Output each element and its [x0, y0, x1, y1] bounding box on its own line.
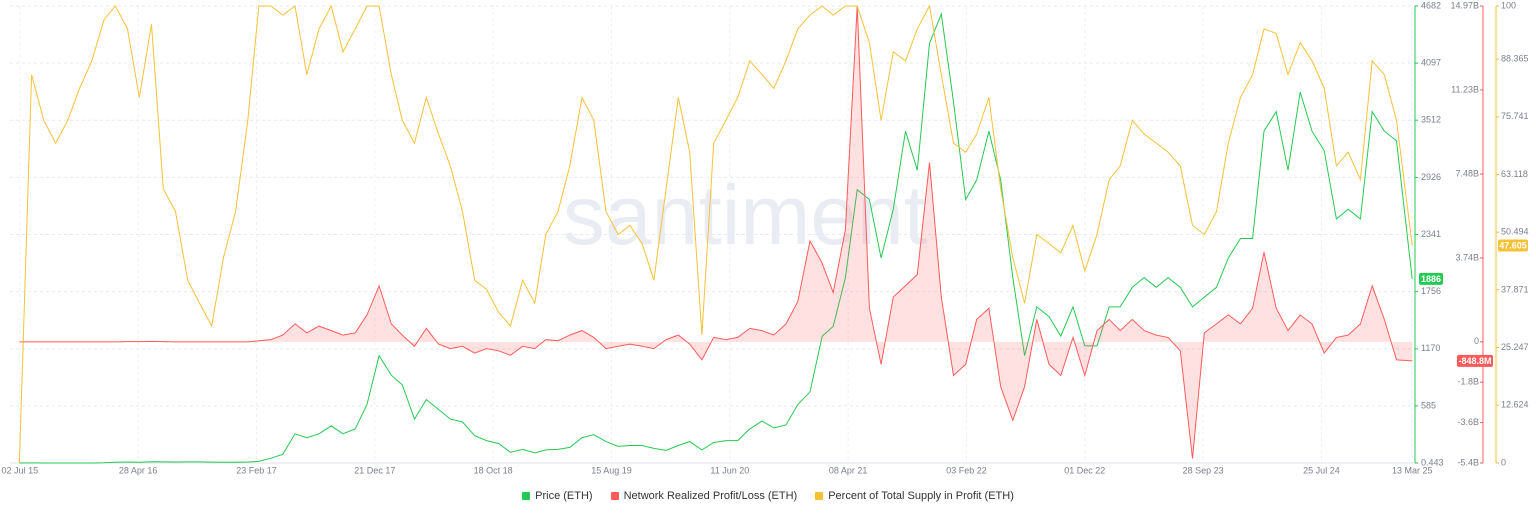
legend-item: Price (ETH): [522, 490, 593, 502]
y-tick-label: 1756: [1421, 286, 1441, 296]
area: [19, 6, 1413, 459]
x-tick-label: 01 Dec 22: [1064, 465, 1105, 475]
y-tick-label: 2926: [1421, 172, 1441, 182]
series-line: [19, 12, 1413, 464]
last-value-label: 47.605: [1499, 240, 1527, 250]
y-tick-label: 88.365: [1501, 54, 1529, 64]
y-tick-label: 3512: [1421, 115, 1441, 125]
y-tick-label: 4097: [1421, 57, 1441, 67]
y-tick-label: 14.97B: [1450, 0, 1479, 10]
last-value-badge: [1419, 272, 1443, 285]
legend-label: Price (ETH): [535, 490, 593, 502]
y-tick-label: 4682: [1421, 0, 1441, 10]
last-value-label: -848.8M: [1458, 356, 1491, 366]
y-tick-label: 2341: [1421, 229, 1441, 239]
y-tick-label: 585: [1421, 400, 1436, 410]
legend-swatch: [610, 492, 619, 500]
y-tick-label: 1170: [1421, 343, 1440, 353]
y-tick-label: 0: [1474, 336, 1479, 346]
legend-swatch: [522, 492, 531, 500]
x-tick-label: 11 Jun 20: [710, 465, 749, 475]
x-tick-label: 13 Mar 25: [1392, 465, 1433, 475]
x-tick-label: 18 Oct 18: [474, 465, 513, 475]
series-line: [19, 5, 1413, 459]
y-tick-label: 12.624: [1501, 400, 1529, 410]
y-tick-label: -3.6B: [1457, 417, 1479, 427]
y-tick-label: 7.48B: [1455, 168, 1479, 178]
x-tick-label: 02 Jul 15: [2, 465, 39, 475]
x-tick-label: 03 Feb 22: [946, 465, 987, 475]
y-tick-label: 0: [1501, 457, 1506, 467]
y-tick-label: 0.443: [1421, 457, 1444, 467]
y-tick-label: 11.23B: [1451, 84, 1479, 94]
x-tick-label: 08 Apr 21: [829, 465, 868, 475]
y-tick-label: 63.118: [1501, 169, 1528, 179]
x-tick-label: 28 Sep 23: [1183, 465, 1224, 475]
x-tick-label: 15 Aug 19: [591, 465, 632, 475]
x-tick-label: 23 Feb 17: [236, 465, 277, 475]
y-tick-label: 37.871: [1501, 284, 1529, 294]
legend-label: Network Realized Profit/Loss (ETH): [623, 490, 798, 502]
y-tick-label: -5.4B: [1457, 457, 1479, 467]
legend: Price (ETH) Network Realized Profit/Loss …: [0, 490, 1536, 502]
legend-label: Percent of Total Supply in Profit (ETH): [828, 490, 1014, 502]
last-value-badge: [1498, 239, 1528, 252]
legend-swatch: [815, 492, 824, 500]
legend-item: Network Realized Profit/Loss (ETH): [610, 490, 798, 502]
x-tick-label: 21 Dec 17: [354, 465, 395, 475]
y-tick-label: 100: [1501, 0, 1516, 10]
x-tick-label: 25 Jul 24: [1303, 465, 1340, 475]
last-value-badge: [1457, 354, 1493, 367]
x-tick-label: 28 Apr 16: [119, 465, 158, 475]
y-tick-label: 3.74B: [1455, 252, 1479, 262]
legend-item: Percent of Total Supply in Profit (ETH): [815, 490, 1014, 502]
series-line: [18, 4, 1413, 464]
chart: santiment 02 Jul 15 28 Apr 16 23 Feb 17 21 …: [2, 0, 1529, 475]
y-tick-label: 75.741: [1501, 111, 1529, 121]
y-tick-label: 25.247: [1501, 342, 1529, 352]
y-tick-label: 50.494: [1501, 227, 1529, 237]
y-tick-label: -1.8B: [1457, 377, 1479, 387]
watermark: santiment: [563, 168, 927, 262]
last-value-label: 1886: [1421, 274, 1441, 284]
